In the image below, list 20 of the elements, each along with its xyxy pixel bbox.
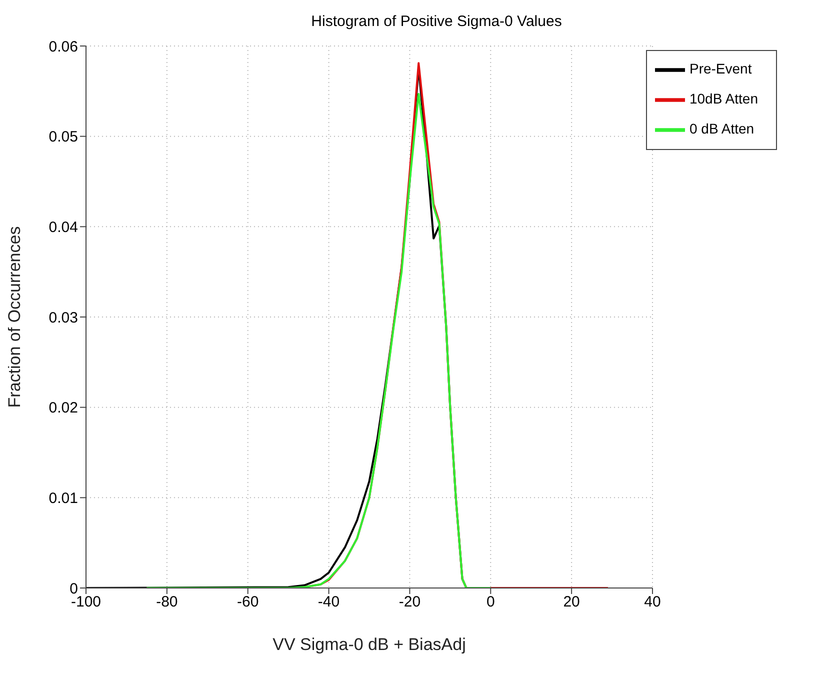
y-tick-label: 0.04 xyxy=(48,218,78,236)
x-tick-label: 40 xyxy=(644,594,661,611)
chart-title: Histogram of Positive Sigma-0 Values xyxy=(310,12,563,32)
x-axis-title: VV Sigma-0 dB + BiasAdj xyxy=(272,635,466,654)
y-tick-label: 0.02 xyxy=(48,400,78,417)
y-tick-label: 0.03 xyxy=(48,309,78,326)
legend-label: Pre-Event xyxy=(689,60,752,77)
y-axis-title: Fraction of Occurrences xyxy=(5,226,24,408)
x-tick-label: 0 xyxy=(486,594,495,611)
y-tick-label: 0.01 xyxy=(48,490,78,507)
y-tick-label: 0.05 xyxy=(48,128,78,146)
x-tick-label: 20 xyxy=(563,594,580,611)
y-tick-label: 0.06 xyxy=(48,38,78,56)
x-tick-label: -40 xyxy=(318,594,340,611)
x-tick-label: -20 xyxy=(398,594,421,611)
x-tick-label: -60 xyxy=(237,594,259,611)
x-tick-label: -80 xyxy=(156,594,178,611)
legend-label: 0 dB Atten xyxy=(689,120,754,137)
legend-label: 10dB Atten xyxy=(689,90,758,107)
line-series xyxy=(146,92,492,588)
